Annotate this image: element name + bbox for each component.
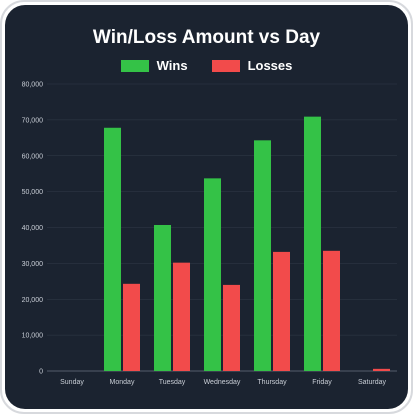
legend-swatch-wins: [120, 59, 149, 72]
y-tick-label: 70,000: [22, 117, 44, 124]
bar-losses: [173, 262, 190, 371]
x-tick-label: Friday: [312, 379, 332, 386]
legend-item-wins[interactable]: Wins: [120, 58, 188, 73]
bar-wins: [104, 127, 121, 371]
x-tick-label: Tuesday: [159, 379, 186, 386]
legend-swatch-losses: [211, 59, 240, 72]
bar-losses: [123, 283, 140, 371]
chart-panel: Win/Loss Amount vs Day Wins Losses 0 10,0…: [5, 5, 408, 409]
legend-label-losses: Losses: [247, 58, 293, 73]
x-tick-label: Monday: [110, 379, 135, 386]
bar-losses: [373, 368, 390, 371]
legend-label-wins: Wins: [156, 58, 188, 73]
y-tick-label: 30,000: [22, 261, 44, 268]
y-tick-label: 10,000: [22, 333, 44, 340]
chart-plot: 0 10,000 20,000 30,000 40,000 50,000 60,000 70,…: [22, 82, 397, 386]
bar-losses: [223, 284, 240, 371]
chart-title: Win/Loss Amount vs Day: [92, 27, 321, 48]
bar-wins: [154, 224, 171, 371]
bar-wins: [204, 178, 221, 371]
legend-item-losses[interactable]: Losses: [211, 58, 293, 73]
y-tick-label: 0: [39, 369, 43, 376]
x-tick-label: Thursday: [257, 379, 287, 386]
y-tick-label: 40,000: [22, 225, 44, 232]
y-tick-label: 50,000: [22, 189, 44, 196]
x-tick-label: Wednesday: [204, 379, 241, 386]
bar-wins: [254, 140, 271, 371]
y-tick-label: 20,000: [22, 297, 44, 304]
x-tick-label: Saturday: [358, 379, 387, 386]
chart-legend: Wins Losses: [5, 58, 408, 73]
bar-wins: [304, 116, 321, 372]
bar-losses: [273, 251, 290, 371]
y-tick-label: 60,000: [22, 153, 44, 160]
x-tick-label: Sunday: [60, 379, 84, 386]
bar-losses: [323, 250, 340, 371]
y-tick-label: 80,000: [22, 82, 44, 89]
